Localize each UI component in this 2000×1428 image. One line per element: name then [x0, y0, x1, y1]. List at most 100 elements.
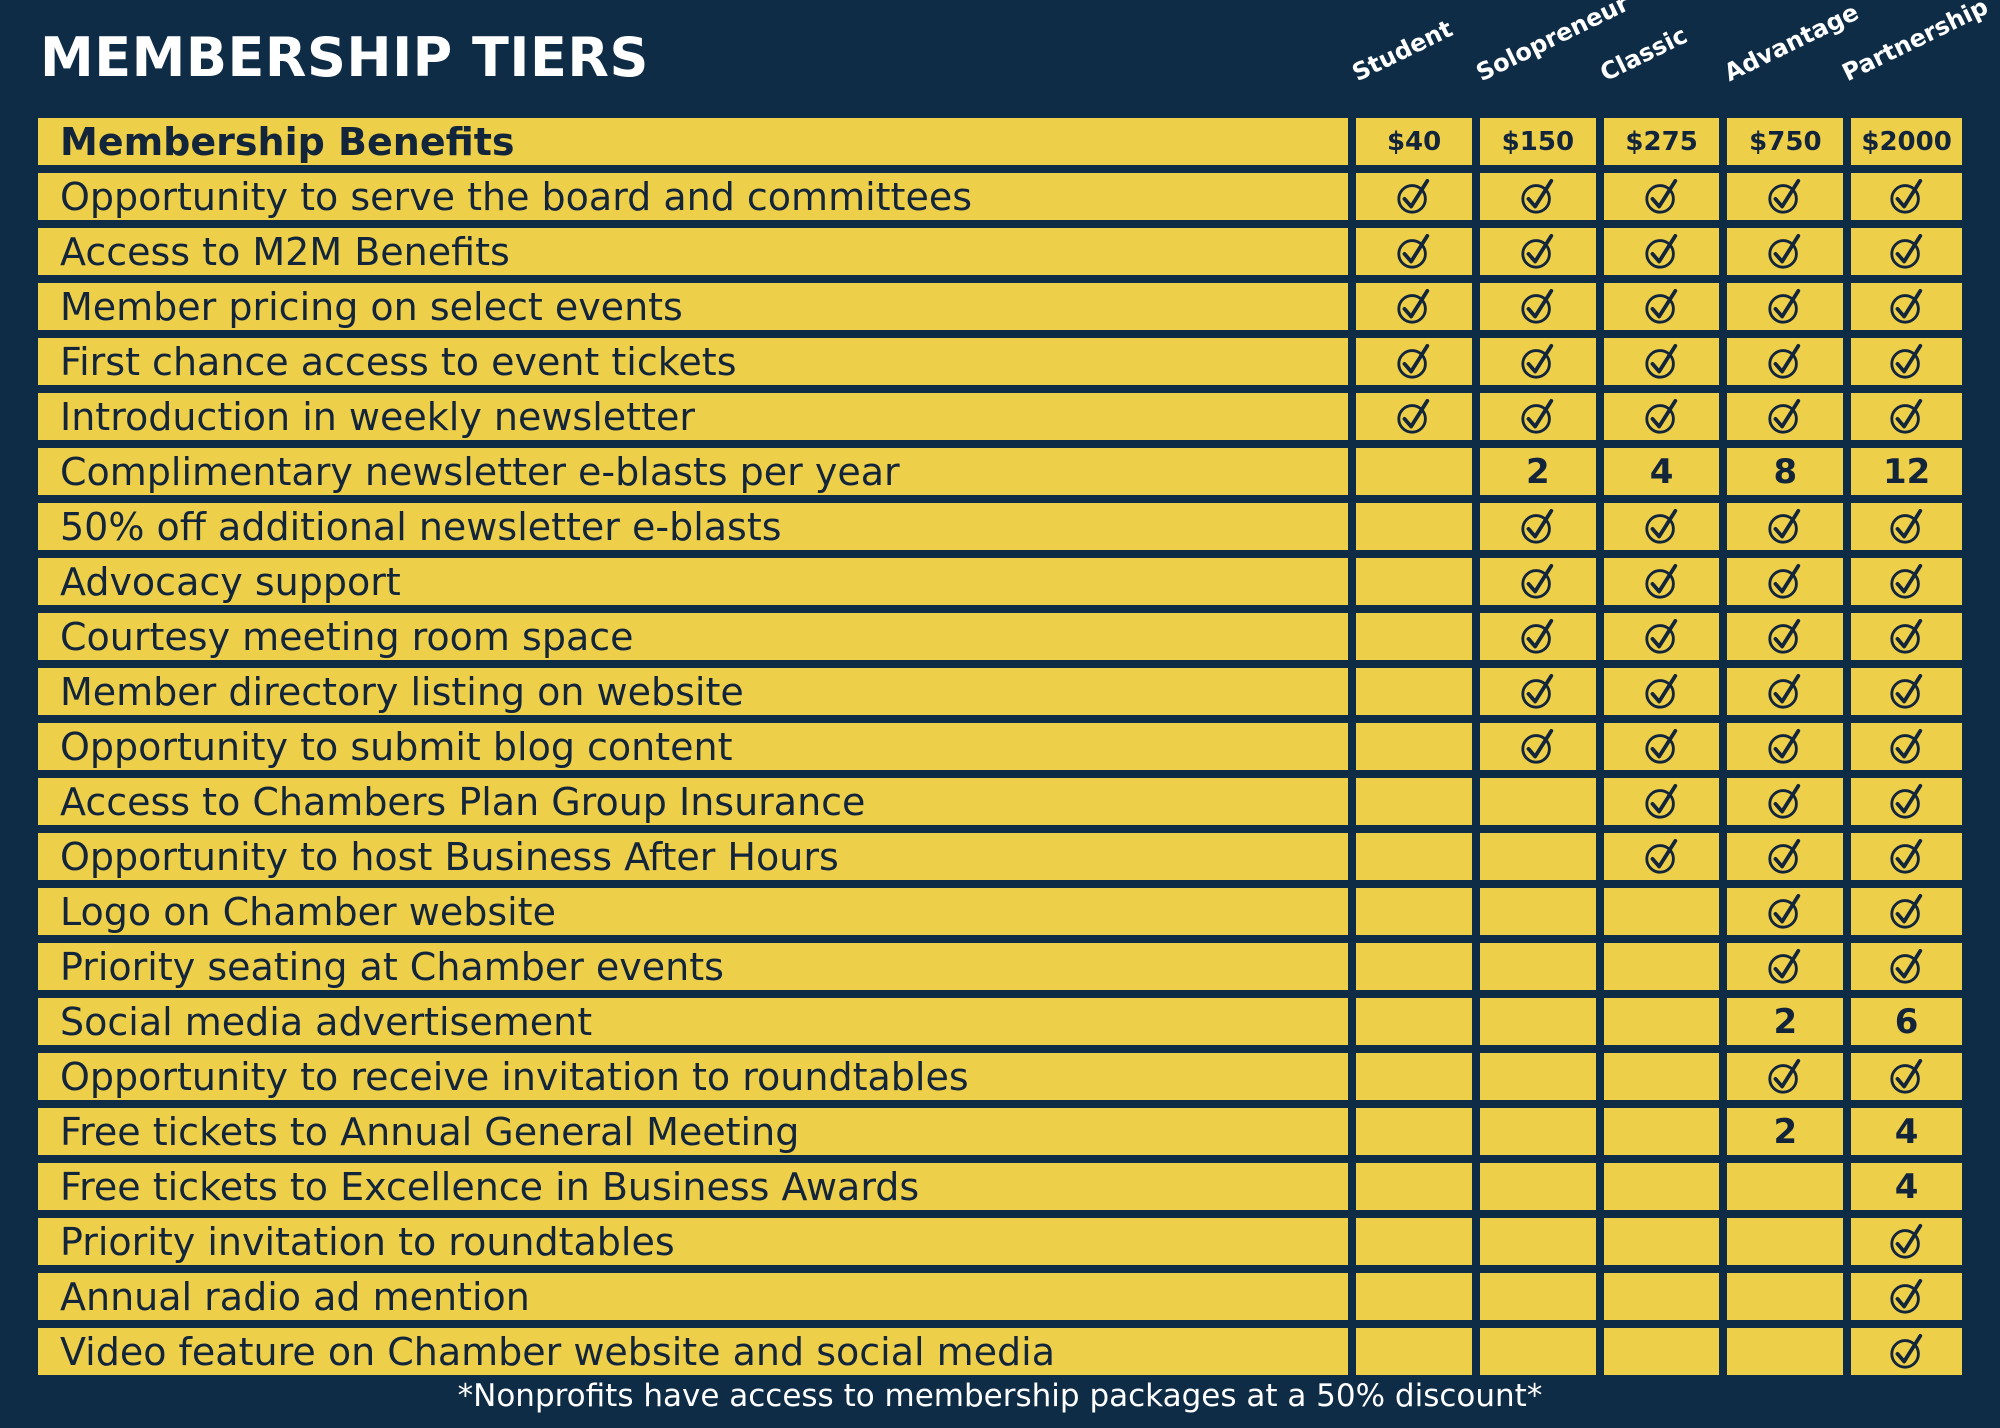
cell-classic	[1603, 668, 1720, 715]
cell-partnership	[1851, 613, 1962, 660]
cell-student	[1356, 668, 1472, 715]
benefit-label: Member pricing on select events	[38, 283, 1349, 330]
check-circle-icon	[1644, 508, 1677, 544]
cell-classic	[1603, 1328, 1720, 1375]
benefit-label: Opportunity to host Business After Hours	[38, 833, 1349, 880]
check-circle-icon	[1889, 1223, 1922, 1259]
cell-student	[1356, 613, 1472, 660]
membership-table: Membership Benefits $40 $150 $275 $750 $…	[38, 118, 1962, 1383]
cell-partnership	[1851, 943, 1962, 990]
cell-classic: 4	[1603, 448, 1720, 495]
cell-advantage	[1727, 613, 1844, 660]
cell-partnership	[1851, 1053, 1962, 1100]
cell-classic	[1603, 998, 1720, 1045]
cell-solopreneur	[1479, 613, 1596, 660]
tier-header-solopreneur: Solopreneur	[1471, 0, 1634, 87]
cell-partnership: 12	[1851, 448, 1962, 495]
check-circle-icon	[1768, 618, 1801, 654]
cell-classic	[1603, 228, 1720, 275]
cell-advantage	[1727, 943, 1844, 990]
check-circle-icon	[1889, 893, 1922, 929]
cell-solopreneur	[1479, 503, 1596, 550]
check-circle-icon	[1768, 728, 1801, 764]
check-circle-icon	[1644, 178, 1677, 214]
cell-partnership	[1851, 338, 1962, 385]
benefit-label: Opportunity to receive invitation to rou…	[38, 1053, 1349, 1100]
cell-solopreneur	[1479, 1163, 1596, 1210]
check-circle-icon	[1889, 233, 1922, 269]
cell-partnership	[1851, 723, 1962, 770]
cell-student	[1356, 283, 1472, 330]
check-circle-icon	[1644, 728, 1677, 764]
cell-advantage: 2	[1727, 998, 1844, 1045]
cell-student	[1356, 1053, 1472, 1100]
cell-classic	[1603, 1218, 1720, 1265]
tier-header-student: Student	[1347, 14, 1457, 87]
cell-partnership	[1851, 393, 1962, 440]
check-circle-icon	[1397, 288, 1430, 324]
check-circle-icon	[1644, 563, 1677, 599]
check-circle-icon	[1521, 343, 1554, 379]
cell-advantage	[1727, 503, 1844, 550]
check-circle-icon	[1768, 1058, 1801, 1094]
check-circle-icon	[1889, 948, 1922, 984]
benefit-row: Member directory listing on website	[38, 668, 1962, 715]
cell-solopreneur	[1479, 1218, 1596, 1265]
tier-header-advantage: Advantage	[1719, 0, 1864, 87]
cell-solopreneur	[1479, 778, 1596, 825]
cell-partnership	[1851, 173, 1962, 220]
cell-classic	[1603, 778, 1720, 825]
check-circle-icon	[1644, 618, 1677, 654]
cell-student	[1356, 558, 1472, 605]
check-circle-icon	[1768, 783, 1801, 819]
benefit-label: Free tickets to Excellence in Business A…	[38, 1163, 1349, 1210]
cell-solopreneur	[1479, 338, 1596, 385]
cell-advantage	[1727, 173, 1844, 220]
cell-student	[1356, 1218, 1472, 1265]
cell-advantage	[1727, 1218, 1844, 1265]
check-circle-icon	[1644, 838, 1677, 874]
benefit-row: Free tickets to Excellence in Business A…	[38, 1163, 1962, 1210]
benefit-row: Introduction in weekly newsletter	[38, 393, 1962, 440]
check-circle-icon	[1768, 508, 1801, 544]
check-circle-icon	[1521, 398, 1554, 434]
cell-advantage	[1727, 778, 1844, 825]
price-classic: $275	[1603, 118, 1720, 165]
check-circle-icon	[1644, 233, 1677, 269]
check-circle-icon	[1889, 288, 1922, 324]
cell-advantage	[1727, 1163, 1844, 1210]
cell-classic	[1603, 943, 1720, 990]
cell-classic	[1603, 833, 1720, 880]
cell-solopreneur	[1479, 228, 1596, 275]
benefit-label: Advocacy support	[38, 558, 1349, 605]
cell-classic	[1603, 723, 1720, 770]
price-partnership: $2000	[1851, 118, 1962, 165]
cell-advantage	[1727, 283, 1844, 330]
cell-student	[1356, 1328, 1472, 1375]
cell-partnership: 4	[1851, 1163, 1962, 1210]
cell-classic	[1603, 1053, 1720, 1100]
tier-header-partnership: Partnership	[1837, 0, 1993, 87]
check-circle-icon	[1397, 398, 1430, 434]
cell-student	[1356, 1108, 1472, 1155]
check-circle-icon	[1768, 838, 1801, 874]
cell-advantage	[1727, 558, 1844, 605]
check-circle-icon	[1644, 673, 1677, 709]
benefit-row: Priority seating at Chamber events	[38, 943, 1962, 990]
cell-student	[1356, 1163, 1472, 1210]
cell-partnership	[1851, 1273, 1962, 1320]
benefit-label: Complimentary newsletter e-blasts per ye…	[38, 448, 1349, 495]
benefit-row: Advocacy support	[38, 558, 1962, 605]
cell-solopreneur	[1479, 283, 1596, 330]
cell-student	[1356, 833, 1472, 880]
cell-classic	[1603, 613, 1720, 660]
cell-classic	[1603, 393, 1720, 440]
benefit-label: Opportunity to submit blog content	[38, 723, 1349, 770]
check-circle-icon	[1521, 563, 1554, 599]
check-circle-icon	[1768, 178, 1801, 214]
cell-solopreneur	[1479, 1273, 1596, 1320]
check-circle-icon	[1889, 673, 1922, 709]
check-circle-icon	[1889, 783, 1922, 819]
check-circle-icon	[1644, 783, 1677, 819]
cell-student	[1356, 778, 1472, 825]
